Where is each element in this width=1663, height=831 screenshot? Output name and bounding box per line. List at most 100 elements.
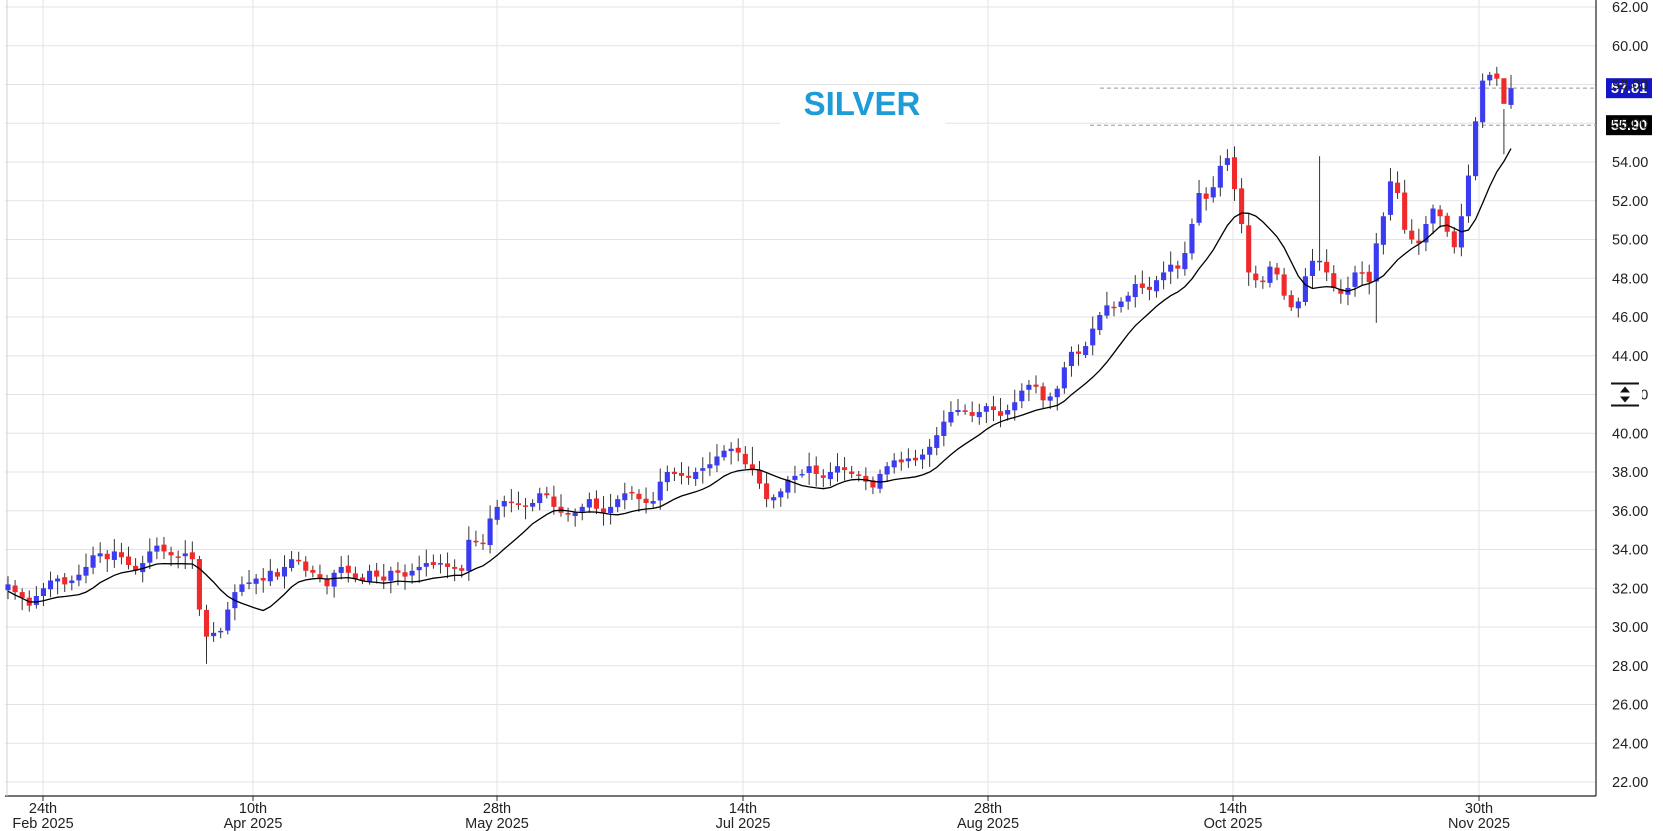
x-tick-day: 14th (729, 801, 757, 817)
candle (707, 452, 713, 476)
candle (934, 426, 940, 456)
candle-body (1246, 225, 1252, 273)
candle-body (912, 457, 919, 461)
candle (678, 462, 685, 485)
y-tick-label: 48.00 (1612, 271, 1648, 287)
candle-body (111, 551, 117, 560)
candle-body (707, 464, 713, 469)
candle (806, 452, 812, 485)
candle (813, 456, 819, 487)
candle-body (1175, 265, 1181, 269)
candle (175, 550, 181, 569)
candle-body (849, 471, 855, 474)
candle-body (990, 406, 997, 410)
candle (969, 401, 975, 423)
candle-body (466, 539, 472, 571)
candle (693, 467, 699, 486)
candle (452, 559, 458, 582)
candle (1395, 171, 1401, 199)
candle-body (246, 582, 252, 584)
candle-body (920, 454, 926, 460)
candle-body (1274, 267, 1280, 275)
candle (849, 465, 855, 479)
candle-body (771, 497, 777, 501)
candle (76, 564, 82, 587)
candle-body (76, 574, 82, 581)
candle (1210, 176, 1216, 203)
candle-body (501, 501, 507, 507)
candle-body (700, 468, 706, 471)
candle (1465, 164, 1472, 223)
candle (1380, 212, 1386, 255)
candle (118, 542, 124, 565)
candle-body (175, 556, 181, 558)
candle-body (608, 506, 614, 514)
candle-body (409, 570, 415, 576)
candle-body (487, 518, 493, 546)
x-tick-month: Aug 2025 (957, 816, 1019, 831)
candle (1083, 341, 1089, 359)
candle (352, 566, 358, 583)
candle-body (1118, 301, 1124, 307)
candle (771, 494, 777, 509)
candle-body (1302, 276, 1308, 303)
candle (508, 489, 514, 513)
candle-body (161, 544, 167, 552)
candle-body (253, 578, 259, 584)
candle-body (551, 496, 557, 507)
candle (1338, 279, 1344, 304)
candle-body (827, 472, 833, 480)
scale-toggle-arrow-up (1620, 386, 1630, 393)
candle-body (437, 563, 444, 565)
candle-body (1075, 351, 1082, 354)
candle (1260, 276, 1266, 289)
candle (445, 552, 451, 579)
candle (912, 449, 919, 466)
candle-body (1451, 231, 1457, 248)
candle-body (1132, 284, 1138, 298)
candle (69, 575, 75, 591)
candle (1012, 389, 1018, 421)
candle (1366, 264, 1372, 295)
candle-body (62, 577, 68, 585)
candle-body (33, 596, 39, 605)
candle-body (1047, 396, 1053, 401)
candle (728, 442, 734, 465)
y-tick-label: 22.00 (1612, 775, 1648, 791)
candle-body (1501, 78, 1507, 104)
candle (90, 546, 96, 575)
candle (827, 462, 833, 486)
candle (1196, 179, 1202, 226)
candle (1217, 155, 1223, 197)
candle (1068, 346, 1074, 377)
candle-body (1487, 74, 1493, 81)
candle-body (1338, 289, 1344, 294)
candle-body (416, 566, 422, 571)
x-tick-day: 10th (239, 801, 267, 817)
candle-body (40, 588, 47, 597)
candle-body (97, 553, 103, 557)
candle (1033, 375, 1039, 394)
candle-body (693, 472, 699, 480)
candle (686, 466, 692, 485)
candle (593, 490, 599, 515)
y-tick-label: 38.00 (1612, 465, 1648, 481)
candle-body (303, 561, 309, 571)
candle-body (976, 411, 982, 418)
candle-body (359, 577, 366, 581)
x-tick-month: Jul 2025 (716, 816, 771, 831)
candle (232, 584, 238, 621)
price-tag-label: 57.81 (1611, 81, 1647, 97)
candle (522, 498, 529, 520)
candle (1097, 311, 1103, 335)
scale-toggle-arrow-down (1620, 396, 1630, 403)
y-tick-label: 56.00 (1612, 116, 1648, 132)
candle (792, 465, 798, 494)
candle-body (12, 585, 18, 593)
candles (5, 66, 1514, 664)
scale-toggle-icon[interactable] (1610, 382, 1642, 407)
candle-body (1465, 175, 1472, 217)
chart-title-backdrop (780, 88, 945, 128)
candle-body (211, 632, 217, 637)
